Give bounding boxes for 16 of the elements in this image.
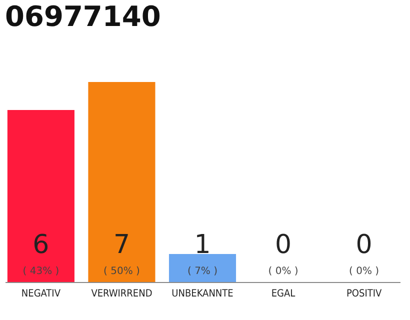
data-label: ( 43% ) <box>22 266 60 277</box>
x-tick-label: NEGATIV <box>21 288 62 300</box>
x-tick-label: EGAL <box>271 288 296 300</box>
annotation: 1 <box>194 230 211 260</box>
annotation: 6 <box>32 230 50 260</box>
annotation: 0 <box>275 230 292 260</box>
annotation: 0 <box>356 230 372 260</box>
x-tick-label: POSITIV <box>346 288 382 300</box>
x-tick-label: UNBEKANNTE <box>172 288 234 300</box>
data-label: ( 50% ) <box>104 266 140 277</box>
data-label: ( 0% ) <box>268 266 298 277</box>
x-tick-label: VERWIRREND <box>91 288 152 300</box>
data-label: ( 7% ) <box>187 266 218 277</box>
data-label: ( 0% ) <box>349 266 380 277</box>
annotation: 7 <box>113 230 130 260</box>
chart-title: 06977140 <box>5 0 161 33</box>
